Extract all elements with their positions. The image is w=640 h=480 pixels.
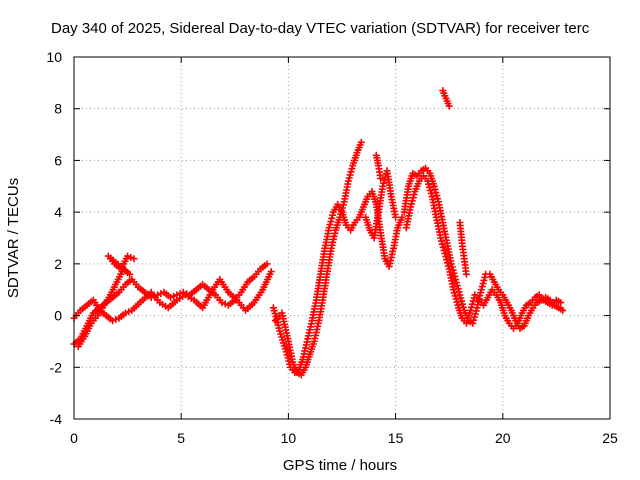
y-tick-label: 8 <box>54 101 62 117</box>
data-point <box>130 255 138 263</box>
x-tick-label: 15 <box>388 430 404 446</box>
data-point <box>218 299 226 307</box>
y-tick-label: 4 <box>54 204 62 220</box>
y-tick-label: 2 <box>54 256 62 272</box>
data-point <box>122 309 129 317</box>
y-tick-label: 6 <box>54 152 62 168</box>
plot-frame <box>73 56 611 420</box>
x-tick-label: 20 <box>495 430 511 446</box>
data-point <box>112 315 120 323</box>
data-point <box>109 317 117 325</box>
data-point <box>124 252 132 260</box>
data-point <box>377 175 385 182</box>
data-point <box>263 260 271 268</box>
data-point <box>125 308 133 316</box>
chart-title: Day 340 of 2025, Sidereal Day-to-day VTE… <box>51 20 590 37</box>
y-tick-label: 10 <box>46 49 62 65</box>
data-point <box>127 253 135 261</box>
data-point <box>170 292 178 300</box>
data-point <box>167 294 174 301</box>
data-point <box>398 213 406 221</box>
data-marks <box>70 87 567 379</box>
data-point <box>150 292 158 300</box>
data-point <box>327 218 335 225</box>
data-point <box>557 299 565 307</box>
x-tick-label: 0 <box>70 430 78 446</box>
x-tick-label: 25 <box>602 430 618 446</box>
axis-ticks: 0 5 10 15 20 25 -4 -2 0 2 4 6 8 10 <box>46 49 618 446</box>
data-point <box>267 268 275 276</box>
x-axis-label: GPS time / hours <box>283 457 397 474</box>
data-point <box>445 102 453 110</box>
x-tick-label: 10 <box>281 430 297 446</box>
y-tick-label: 0 <box>54 308 62 324</box>
x-tick-label: 5 <box>177 430 185 446</box>
data-point <box>392 213 400 221</box>
data-point <box>559 306 567 314</box>
y-tick-label: -2 <box>50 359 63 375</box>
data-point <box>462 270 470 278</box>
grid <box>74 57 610 419</box>
y-tick-label: -4 <box>50 411 63 427</box>
data-point <box>357 138 365 146</box>
y-axis-label: SDTVAR / TECUs <box>5 178 22 298</box>
